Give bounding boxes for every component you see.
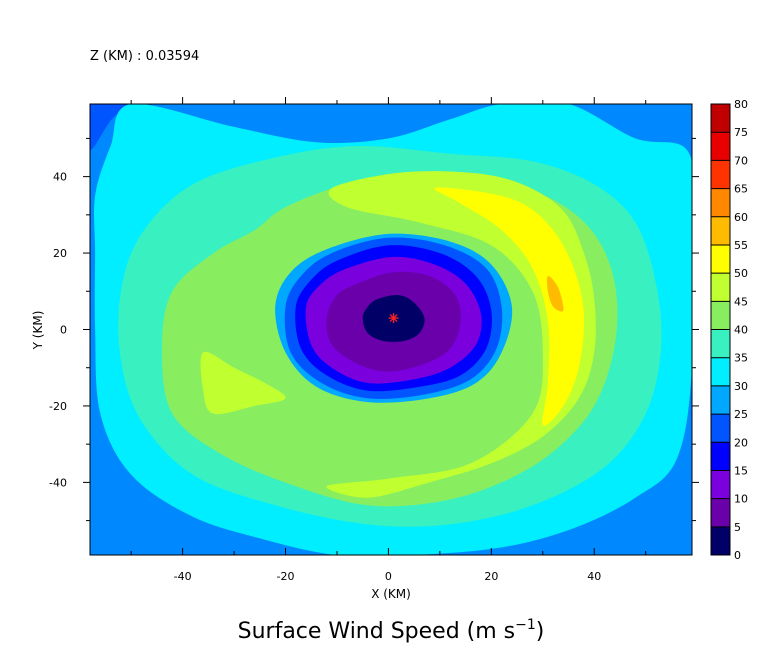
- colorbar-label: 35: [734, 352, 748, 365]
- y-tick-label: 0: [60, 324, 67, 337]
- colorbar-label: 0: [734, 549, 741, 562]
- chart-title-main: Surface Wind Speed (m s: [238, 619, 516, 644]
- level-label: Z (KM) : 0.03594: [90, 49, 199, 64]
- colorbar-label: 40: [734, 324, 748, 337]
- colorbar-swatch-30: [711, 357, 730, 386]
- colorbar-swatch-25: [711, 385, 730, 415]
- colorbar-label: 55: [734, 239, 748, 252]
- contour-region-50: [434, 187, 585, 426]
- x-tick-label: 20: [484, 570, 498, 583]
- colorbar-label: 30: [734, 380, 748, 393]
- colorbar-swatch-15: [711, 442, 730, 471]
- colorbar-swatch-45: [711, 273, 730, 302]
- contour-region-45: [200, 351, 286, 415]
- colorbar-swatch-70: [711, 132, 730, 161]
- colorbar-swatch-0: [711, 526, 730, 555]
- colorbar-swatch-50: [711, 244, 730, 274]
- colorbar-swatch-55: [711, 216, 730, 245]
- colorbar-label: 5: [734, 521, 741, 534]
- colorbar-label: 80: [734, 98, 748, 111]
- x-axis: -40 -20 0 20 40: [130, 97, 647, 583]
- y-axis-title: Y (KM): [31, 311, 45, 351]
- x-axis-title: X (KM): [371, 587, 411, 601]
- colorbar-label: 60: [734, 211, 748, 224]
- x-tick-label: 40: [587, 570, 601, 583]
- contour-region-20: [90, 104, 152, 150]
- colorbar-label: 70: [734, 154, 748, 167]
- colorbar-label: 25: [734, 408, 748, 421]
- chart-title-suffix: ): [536, 619, 545, 644]
- x-tick-label: 0: [385, 570, 392, 583]
- colorbar-swatch-35: [711, 329, 730, 358]
- contour-region-55: [546, 275, 564, 312]
- colorbar-label: 45: [734, 295, 748, 308]
- colorbar-swatch-20: [711, 414, 730, 443]
- colorbar: 0 5 10 15 20 25 30 35 40 45 50 55 60 65 70 75 80: [710, 98, 748, 562]
- colorbar-swatch-60: [711, 188, 730, 217]
- y-tick-label: -40: [49, 476, 67, 489]
- colorbar-swatch-10: [711, 470, 730, 499]
- colorbar-swatch-40: [711, 301, 730, 330]
- colorbar-swatch-75: [711, 104, 730, 133]
- colorbar-label: 20: [734, 436, 748, 449]
- colorbar-label: 50: [734, 267, 748, 280]
- colorbar-swatch-65: [711, 160, 730, 189]
- x-tick-label: -20: [277, 570, 295, 583]
- chart-title-superscript: −1: [515, 617, 536, 633]
- chart-title: Surface Wind Speed (m s−1): [238, 617, 545, 644]
- colorbar-label: 10: [734, 493, 748, 506]
- y-tick-label: 40: [53, 171, 67, 184]
- colorbar-label: 75: [734, 126, 748, 139]
- contour-regions: [90, 104, 692, 555]
- colorbar-label: 15: [734, 464, 748, 477]
- colorbar-label: 65: [734, 183, 748, 196]
- center-marker-layer: [388, 313, 399, 324]
- y-tick-label: -20: [49, 400, 67, 413]
- y-tick-label: 20: [53, 247, 67, 260]
- y-axis: -40 -20 0 20 40: [49, 137, 699, 522]
- storm-center-marker: [388, 313, 399, 324]
- colorbar-swatch-5: [711, 498, 730, 527]
- x-tick-label: -40: [174, 570, 192, 583]
